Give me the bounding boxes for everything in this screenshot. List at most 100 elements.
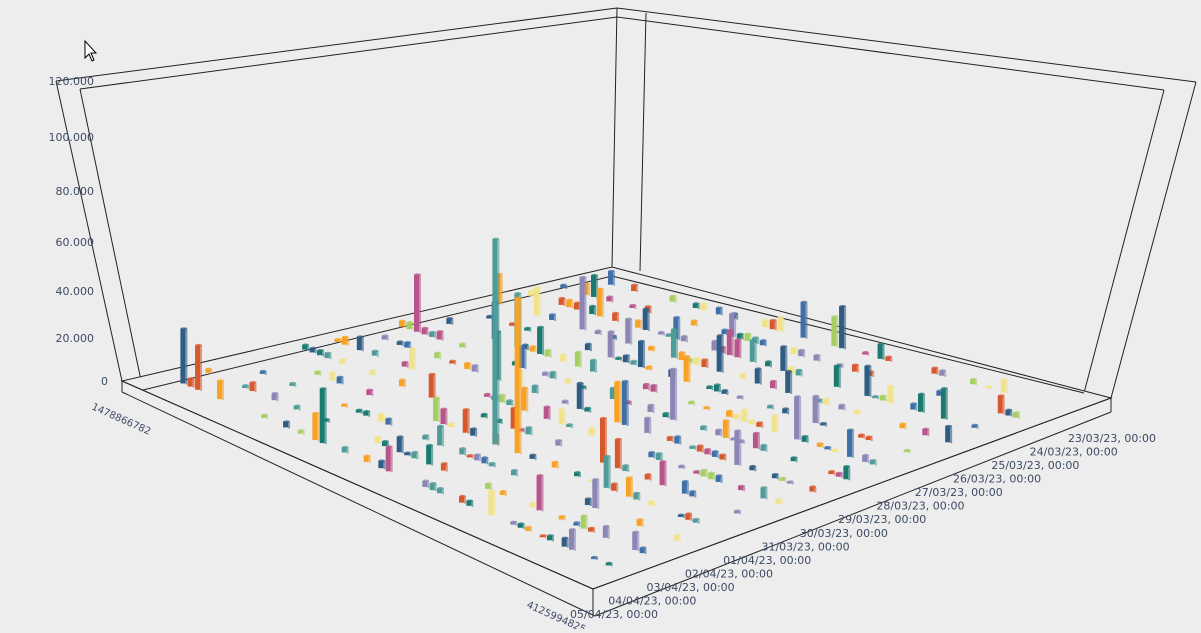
bar-front [396,341,402,345]
bar-top [561,536,569,540]
bar-top [329,371,337,375]
bar-top [612,311,620,315]
bar-top [688,400,696,404]
date-axis-label: 28/03/23, 00:00 [876,500,964,513]
right-wall-edge [1110,81,1197,399]
bar [428,372,436,399]
bar-front [1013,412,1019,418]
bar-top [543,405,551,409]
bar-top [752,431,760,435]
bar-top [514,292,522,296]
bar-top [997,394,1005,398]
bar-front [638,341,644,368]
bar-front [801,436,807,442]
bar [645,365,653,371]
bar [704,448,712,456]
bar-side [493,491,496,517]
bar-front [471,365,477,372]
bar-side [841,365,844,369]
bar-side [401,437,404,454]
bar [510,468,518,477]
bar [635,319,643,329]
bar-top [985,385,993,389]
bar-front [543,406,549,419]
bar-top [749,338,757,342]
bar-side [805,303,808,339]
bar-side [530,428,533,436]
bar-side [566,402,569,405]
bar-side [439,354,442,360]
bar-top [261,413,269,417]
bar-front [521,387,527,411]
bar-front [625,319,631,344]
bar [542,371,550,377]
bar-top [700,468,708,472]
bar-top [366,388,374,392]
bar-side [604,419,607,464]
bar-side [374,372,377,377]
bar-side [945,389,948,420]
bar-top [341,335,349,339]
bar [483,392,491,398]
bar-front [630,361,636,365]
bar [631,283,639,293]
date-axis-label: 02/04/23, 00:00 [685,567,773,580]
bar-side [607,527,610,539]
bar-front [633,493,639,500]
bar-side [800,371,803,377]
bar-front [510,470,516,476]
bar-top [744,332,752,336]
bar-top [715,306,723,310]
bar-front [510,408,516,429]
bar-top [434,351,442,355]
bar-side [566,539,569,548]
bar-top [339,357,347,361]
bar [314,370,322,376]
bar-top [356,335,364,339]
bar-top [517,522,525,526]
bar-top [1000,378,1008,382]
bar-top [334,337,342,341]
bar-top [917,392,925,396]
bar-front [800,302,806,338]
bar-side [563,299,566,306]
bar-side [694,492,697,498]
bar-front [533,287,539,316]
bar-top [685,512,693,516]
bar [644,416,652,434]
bar-side [716,452,719,458]
bar-front [447,423,453,427]
bar-top [560,283,568,287]
bar-side [697,304,700,309]
bar-top [559,353,567,357]
bars-layer [180,237,1021,567]
bar-front [459,496,465,503]
bar-top [767,404,775,408]
bar [584,342,592,352]
bar-front [765,361,771,367]
bar-side [705,427,708,432]
bar-top [693,470,701,474]
bar-front [544,350,550,357]
bar-side [554,315,557,321]
bar-side [499,332,502,381]
bar-side [597,480,600,510]
bar-side [222,381,225,401]
bar [692,302,700,309]
bar-front [736,334,742,339]
bar-side [867,456,870,463]
bar [887,384,895,404]
bar-side [578,473,581,478]
bar [899,422,907,430]
bar [341,445,349,454]
bar-front [670,369,676,420]
bar-front [558,298,564,305]
bar [769,318,777,331]
bar-front [596,289,602,317]
bar-top [590,273,598,277]
bar-top [271,392,279,396]
bar-top [440,462,448,466]
bar-top [674,435,682,439]
bar [525,426,533,436]
bar-top [681,480,689,484]
